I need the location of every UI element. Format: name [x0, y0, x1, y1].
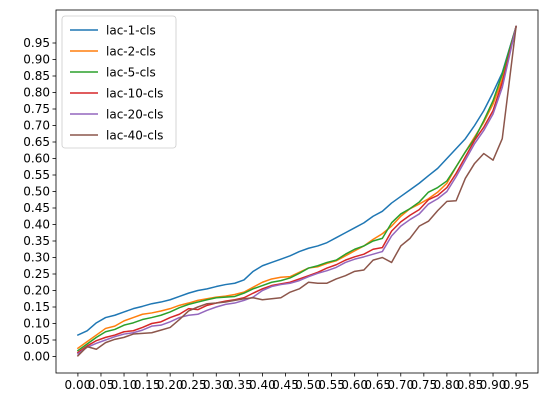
axes-layer: 0.000.050.100.150.200.250.300.350.400.45… — [23, 9, 539, 392]
y-tick-label: 0.95 — [23, 36, 50, 50]
legend-label: lac-5-cls — [106, 65, 156, 79]
series-line-6 — [76, 25, 517, 357]
x-tick-label: 0.50 — [295, 378, 322, 392]
y-tick-label: 0.20 — [23, 284, 50, 298]
x-tick-label: 0.95 — [503, 378, 530, 392]
x-tick-label: 0.75 — [410, 378, 437, 392]
x-tick-label: 0.30 — [203, 378, 230, 392]
series-line-1 — [76, 25, 518, 337]
series-layer — [76, 25, 518, 357]
legend-box — [61, 15, 177, 149]
x-tick-label: 0.55 — [318, 378, 345, 392]
legend-label: lac-2-cls — [106, 44, 156, 58]
x-tick-label: 0.90 — [480, 378, 507, 392]
y-tick-label: 0.65 — [23, 135, 50, 149]
y-tick-label: 0.05 — [23, 333, 50, 347]
y-tick-label: 0.00 — [23, 350, 50, 364]
y-tick-label: 0.75 — [23, 102, 50, 116]
x-tick-label: 0.35 — [226, 378, 253, 392]
y-tick-label: 0.85 — [23, 69, 50, 83]
legend-label: lac-10-cls — [106, 86, 163, 100]
y-tick-label: 0.35 — [23, 234, 50, 248]
y-tick-label: 0.15 — [23, 300, 50, 314]
x-tick-label: 0.45 — [272, 378, 299, 392]
series-line-3 — [76, 25, 518, 352]
series-line-4 — [76, 25, 517, 354]
x-tick-label: 0.00 — [65, 378, 92, 392]
legend-label: lac-20-cls — [106, 107, 163, 121]
x-tick-label: 0.65 — [364, 378, 391, 392]
y-tick-label: 0.25 — [23, 267, 50, 281]
y-tick-label: 0.45 — [23, 201, 50, 215]
legend-label: lac-40-cls — [106, 128, 163, 142]
series-line-5 — [76, 25, 517, 355]
x-tick-label: 0.85 — [457, 378, 484, 392]
y-tick-label: 0.30 — [23, 251, 50, 265]
x-tick-label: 0.70 — [387, 378, 414, 392]
series-line-2 — [76, 25, 518, 350]
y-tick-label: 0.80 — [23, 86, 50, 100]
x-tick-label: 0.80 — [434, 378, 461, 392]
y-tick-label: 0.90 — [23, 53, 50, 67]
y-tick-label: 0.50 — [23, 185, 50, 199]
x-tick-label: 0.20 — [157, 378, 184, 392]
x-tick-label: 0.25 — [180, 378, 207, 392]
y-tick-label: 0.10 — [23, 317, 50, 331]
y-tick-label: 0.60 — [23, 152, 50, 166]
y-tick-label: 0.70 — [23, 119, 50, 133]
x-tick-label: 0.15 — [134, 378, 161, 392]
legend-label: lac-1-cls — [106, 23, 156, 37]
x-tick-label: 0.60 — [341, 378, 368, 392]
x-tick-label: 0.05 — [88, 378, 115, 392]
y-tick-label: 0.40 — [23, 218, 50, 232]
y-tick-label: 0.55 — [23, 168, 50, 182]
x-tick-label: 0.40 — [249, 378, 276, 392]
legend: lac-1-cls lac-2-cls lac-5-cls lac-10-cls lac… — [61, 15, 177, 149]
x-tick-label: 0.10 — [111, 378, 138, 392]
